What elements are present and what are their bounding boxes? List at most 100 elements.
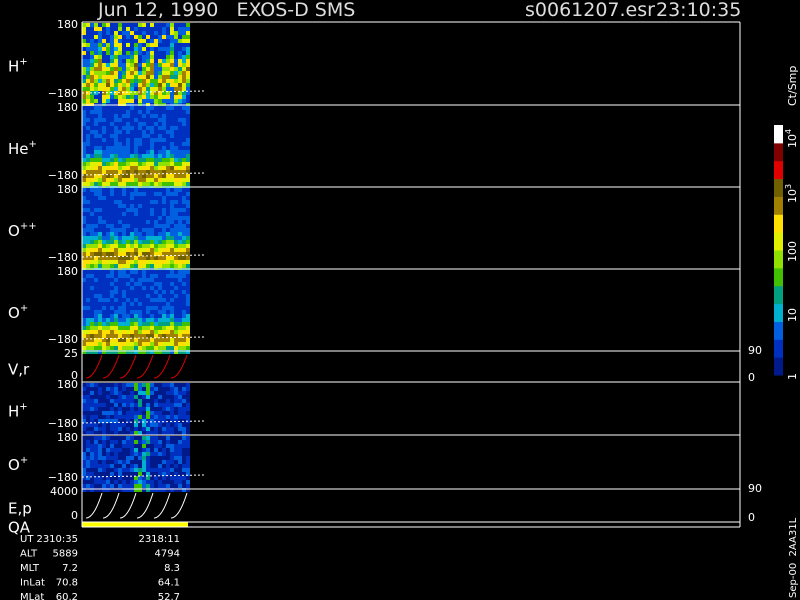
spectrogram-cell	[122, 452, 126, 456]
spectrogram-cell	[110, 423, 114, 427]
spectrogram-cell	[154, 436, 158, 440]
spectrogram-cell	[122, 39, 126, 43]
spectrogram-cell	[114, 294, 118, 298]
spectrogram-cell	[162, 427, 166, 431]
trace	[136, 492, 154, 519]
spectrogram-cell	[150, 55, 154, 59]
spectrogram-cell	[182, 63, 186, 67]
spectrogram-cell	[126, 106, 130, 110]
spectrogram-cell	[150, 298, 154, 302]
spectrogram-cell	[86, 126, 90, 130]
spectrogram-cell	[186, 236, 190, 240]
spectrogram-cell	[106, 338, 110, 342]
spectrogram-cell	[94, 468, 98, 472]
spectrogram-cell	[90, 456, 94, 460]
spectrogram-cell	[118, 290, 122, 294]
spectrogram-cell	[182, 256, 186, 260]
spectrogram-cell	[86, 298, 90, 302]
spectrogram-cell	[166, 330, 170, 334]
spectrogram-cell	[166, 298, 170, 302]
spectrogram-cell	[114, 476, 118, 480]
spectrogram-cell	[154, 286, 158, 290]
spectrogram-cell	[162, 59, 166, 63]
spectrogram-cell	[134, 278, 138, 282]
spectrogram-cell	[182, 79, 186, 83]
spectrogram-cell	[126, 260, 130, 264]
spectrogram-cell	[178, 419, 182, 423]
spectrogram-cell	[102, 472, 106, 476]
spectrogram-cell	[166, 306, 170, 310]
spectrogram-cell	[138, 274, 142, 278]
spectrogram-cell	[186, 228, 190, 232]
spectrogram-cell	[106, 436, 110, 440]
spectrogram-cell	[106, 302, 110, 306]
spectrogram-cell	[94, 286, 98, 290]
spectrogram-cell	[114, 391, 118, 395]
spectrogram-cell	[110, 484, 114, 488]
spectrogram-cell	[138, 95, 142, 99]
spectrogram-cell	[166, 95, 170, 99]
spectrogram-cell	[110, 274, 114, 278]
spectrogram-cell	[110, 480, 114, 484]
spectrogram-cell	[98, 338, 102, 342]
spectrogram-cell	[146, 23, 150, 27]
spectrogram-cell	[122, 436, 126, 440]
spectrogram-cell	[182, 162, 186, 166]
spectrogram-cell	[114, 192, 118, 196]
spectrogram-cell	[182, 216, 186, 220]
spectrogram-cell	[158, 51, 162, 55]
spectrogram-cell	[166, 118, 170, 122]
spectrogram-cell	[118, 47, 122, 51]
spectrogram-cell	[106, 278, 110, 282]
spectrogram-cell	[90, 188, 94, 192]
spectrogram-cell	[162, 31, 166, 35]
spectrogram-cell	[122, 110, 126, 114]
spectrogram-cell	[174, 39, 178, 43]
spectrogram-cell	[154, 212, 158, 216]
spectrogram-cell	[186, 31, 190, 35]
spectrogram-cell	[150, 138, 154, 142]
spectrogram-cell	[182, 204, 186, 208]
spectrogram-cell	[122, 232, 126, 236]
spectrogram-cell	[170, 170, 174, 174]
spectrogram-cell	[94, 27, 98, 31]
spectrogram-cell	[90, 75, 94, 79]
spectrogram-cell	[170, 290, 174, 294]
spectrogram-cell	[110, 244, 114, 248]
spectrogram-cell	[158, 55, 162, 59]
spectrogram-cell	[90, 212, 94, 216]
spectrogram-cell	[162, 326, 166, 330]
spectrogram-cell	[162, 87, 166, 91]
spectrogram-cell	[90, 122, 94, 126]
spectrogram-cell	[150, 411, 154, 415]
spectrogram-cell	[126, 488, 130, 492]
spectrogram-cell	[174, 294, 178, 298]
spectrogram-cell	[154, 415, 158, 419]
spectrogram-cell	[166, 274, 170, 278]
spectrogram-cell	[102, 306, 106, 310]
spectrogram-cell	[110, 330, 114, 334]
spectrogram-cell	[162, 27, 166, 31]
spectrogram-cell	[162, 391, 166, 395]
spectrogram-cell	[106, 134, 110, 138]
spectrogram-cell	[182, 411, 186, 415]
spectrogram-cell	[134, 220, 138, 224]
spectrogram-cell	[182, 170, 186, 174]
spectrogram-cell	[146, 383, 150, 387]
spectrogram-cell	[94, 330, 98, 334]
spectrogram-cell	[82, 464, 86, 468]
spectrogram-cell	[158, 130, 162, 134]
spectrogram-cell	[102, 134, 106, 138]
spectrogram-cell	[122, 460, 126, 464]
spectrogram-cell	[126, 391, 130, 395]
spectrogram-cell	[158, 95, 162, 99]
spectrogram-cell	[174, 212, 178, 216]
spectrogram-cell	[82, 294, 86, 298]
spectrogram-cell	[162, 240, 166, 244]
spectrogram-cell	[186, 294, 190, 298]
spectrogram-cell	[118, 110, 122, 114]
spectrogram-cell	[138, 87, 142, 91]
spectrogram-cell	[174, 427, 178, 431]
spectrogram-cell	[122, 334, 126, 338]
spectrogram-cell	[178, 174, 182, 178]
